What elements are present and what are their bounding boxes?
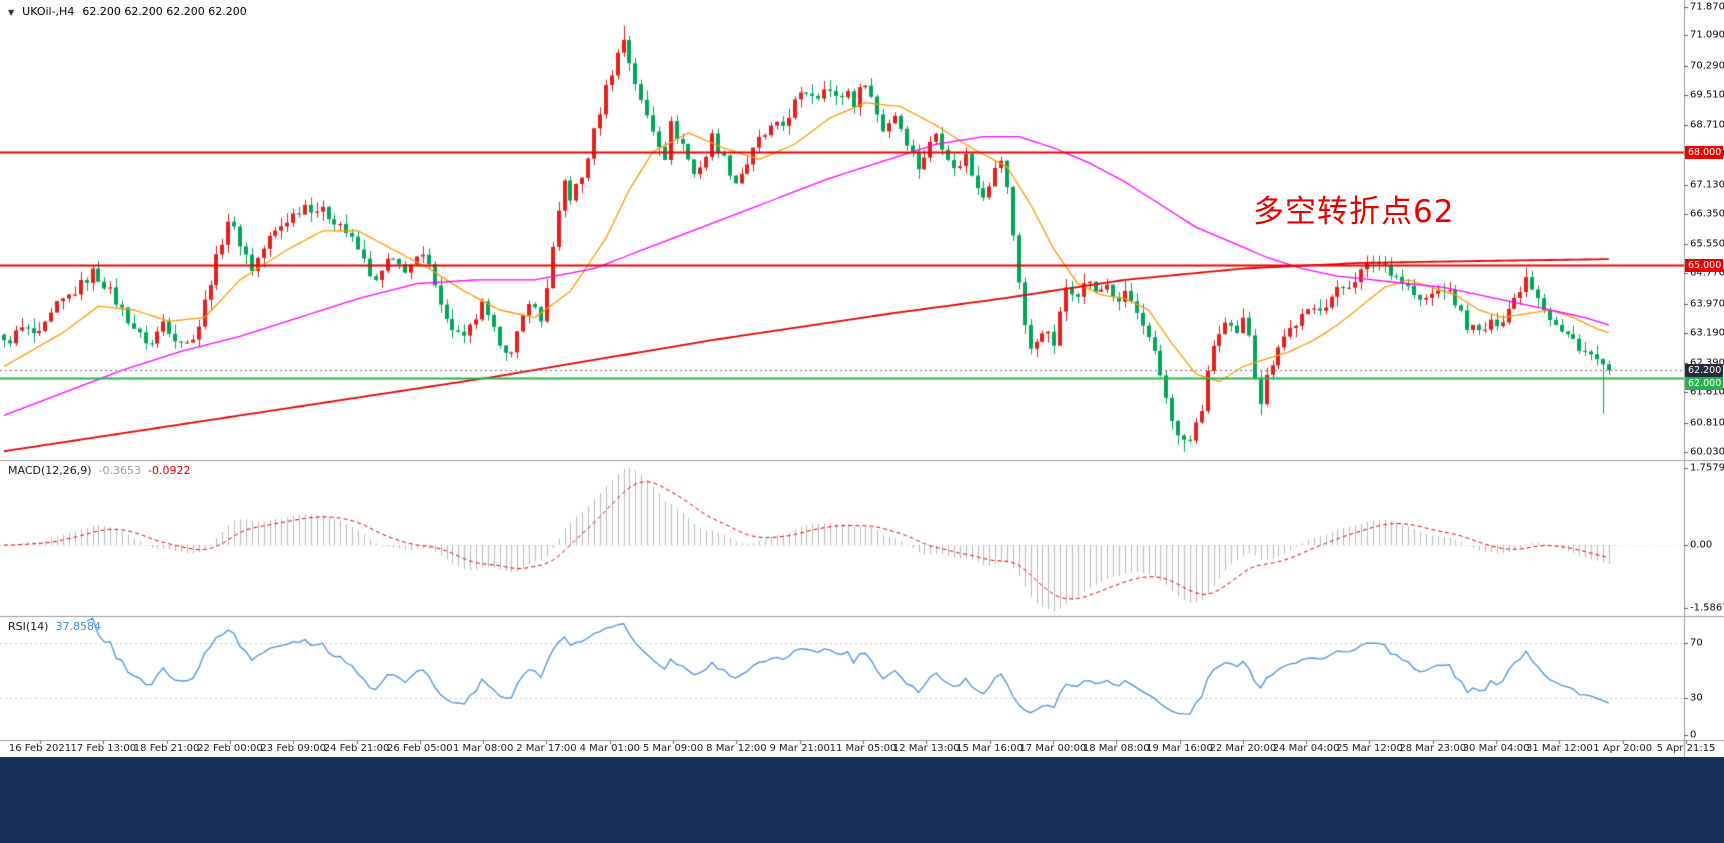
time-axis-label: 1 Mar 08:00 — [452, 743, 514, 754]
axis-tick-label: 68.710 — [1690, 119, 1724, 131]
bottom-bar — [0, 757, 1724, 843]
price-axis[interactable]: 71.87071.09070.29069.51068.71067.93067.1… — [0, 0, 1724, 757]
axis-tick-label: 60.030 — [1690, 446, 1724, 458]
time-axis-label: 30 Mar 04:00 — [1462, 743, 1530, 754]
time-axis-label: 24 Feb 21:00 — [323, 743, 390, 754]
macd-signal-value: -0.0922 — [148, 464, 191, 477]
axis-tick-label: 61.610 — [1690, 386, 1724, 398]
time-axis-label: 22 Feb 00:00 — [197, 743, 263, 754]
time-axis-label: 17 Mar 00:00 — [1019, 743, 1087, 754]
time-axis-label: 23 Feb 09:00 — [260, 743, 327, 754]
time-axis-label: 5 Apr 21:15 — [1656, 743, 1716, 754]
axis-tick-label: 71.870 — [1690, 1, 1724, 13]
time-axis-label: 25 Mar 12:00 — [1336, 743, 1403, 754]
rsi-name: RSI(14) — [8, 620, 49, 633]
chart-annotation-text: 多空转折点62 — [1253, 194, 1455, 230]
macd-main-value: -0.3653 — [98, 464, 142, 477]
symbol-info-bar: ▼ UKOil-,H4 62.200 62.200 62.200 62.200 — [8, 5, 247, 18]
collapse-chart-icon[interactable]: ▼ — [8, 8, 15, 17]
axis-tick-label: 62.390 — [1690, 357, 1724, 369]
time-axis-label: 17 Feb 13:00 — [70, 743, 137, 754]
time-axis-label: 1 Apr 20:00 — [1593, 743, 1653, 754]
time-axis-label: 18 Feb 21:00 — [133, 743, 200, 754]
symbol-ohlc-quote: 62.200 62.200 62.200 62.200 — [82, 5, 247, 18]
rsi-value: 37.8584 — [55, 620, 101, 633]
time-axis-label: 16 Feb 2021 — [8, 743, 72, 754]
price-tag-68.000: 68.000 — [1685, 145, 1723, 159]
axis-tick-label: 67.130 — [1690, 179, 1724, 191]
time-axis-label: 28 Mar 23:00 — [1399, 743, 1467, 754]
axis-tick-label: 70 — [1690, 637, 1703, 649]
axis-tick-label: 70.290 — [1690, 60, 1724, 72]
time-axis[interactable]: 16 Feb 2021 17 Feb 13:00 18 Feb 21:00 22 Fe… — [0, 743, 1724, 757]
time-axis-label: 24 Mar 04:00 — [1272, 743, 1340, 754]
axis-tick-label: 71.090 — [1690, 29, 1724, 41]
time-axis-label: 11 Mar 05:00 — [829, 743, 897, 754]
time-axis-label: 8 Mar 12:00 — [706, 743, 767, 754]
time-axis-label: 18 Mar 08:00 — [1082, 743, 1150, 754]
price-tag-62.200: 62.200 — [1685, 364, 1723, 378]
macd-name: MACD(12,26,9) — [8, 464, 92, 477]
time-axis-label: 19 Mar 16:00 — [1146, 743, 1213, 754]
axis-tick-label: 0 — [1690, 729, 1697, 741]
axis-tick-label: 63.190 — [1690, 327, 1724, 339]
axis-tick-label: 65.550 — [1690, 238, 1724, 250]
axis-tick-label: 30 — [1690, 692, 1703, 704]
time-axis-label: 26 Feb 05:00 — [387, 743, 453, 754]
macd-indicator-label: MACD(12,26,9) -0.3653 -0.0922 — [8, 464, 190, 477]
axis-tick-label: 63.970 — [1690, 298, 1724, 310]
time-axis-label: 5 Mar 09:00 — [642, 743, 704, 754]
time-axis-label: 12 Mar 13:00 — [892, 743, 960, 754]
time-axis-label: 4 Mar 01:00 — [579, 743, 640, 754]
time-axis-label: 22 Mar 20:00 — [1209, 743, 1277, 754]
symbol-name: UKOil-,H4 — [22, 5, 75, 18]
time-axis-label: 15 Mar 16:00 — [956, 743, 1023, 754]
axis-tick-label: 0.00 — [1690, 539, 1713, 551]
axis-tick-label: 60.810 — [1690, 417, 1724, 429]
time-axis-label: 31 Mar 12:00 — [1525, 743, 1593, 754]
rsi-indicator-label: RSI(14) 37.8584 — [8, 620, 101, 633]
price-tag-65.000: 65.000 — [1685, 258, 1723, 272]
price-tag-62.000: 62.000 — [1685, 377, 1723, 391]
time-axis-label: 2 Mar 17:00 — [516, 743, 577, 754]
chart-canvas[interactable] — [0, 0, 1724, 757]
axis-tick-label: 1.7579 — [1690, 462, 1724, 474]
axis-tick-label: 69.510 — [1690, 89, 1724, 101]
axis-tick-label: 66.350 — [1690, 208, 1724, 220]
axis-tick-label: 64.770 — [1690, 267, 1724, 279]
time-axis-label: 9 Mar 21:00 — [769, 743, 830, 754]
